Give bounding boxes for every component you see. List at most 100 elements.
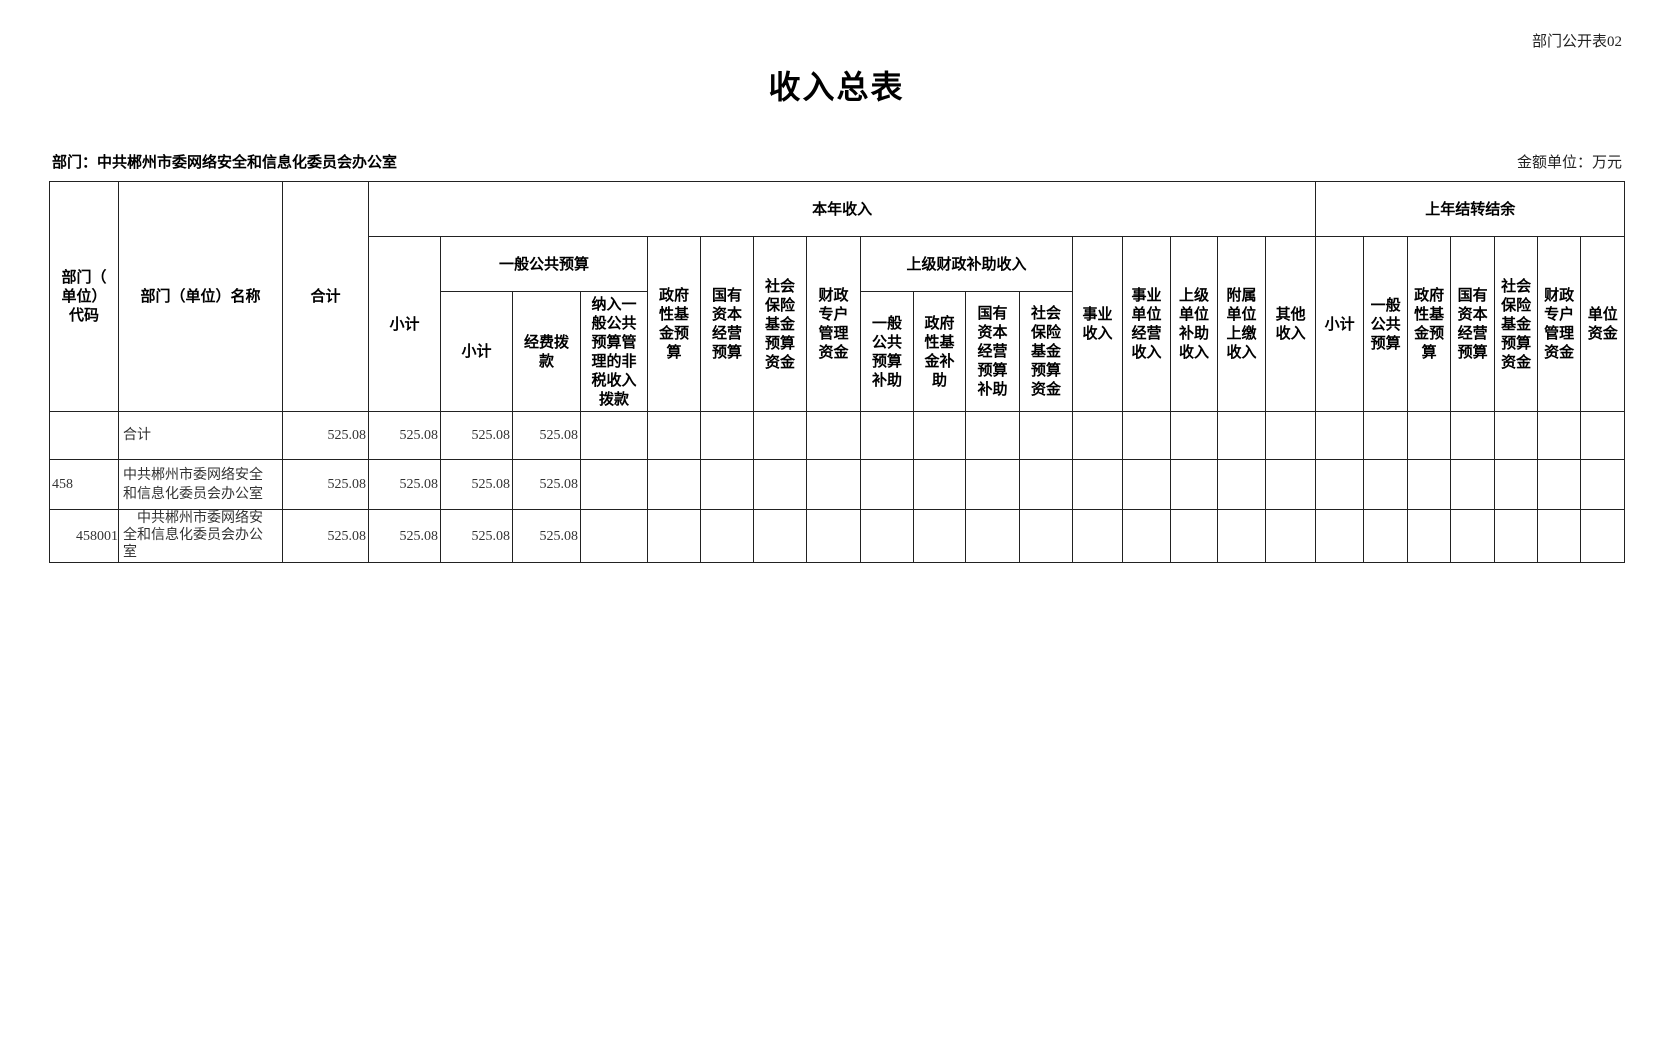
cell-value (1072, 509, 1123, 563)
cell-value (1217, 509, 1266, 563)
header-business-operating: 事业 单位 经营 收入 (1122, 236, 1171, 412)
cell-value (1315, 459, 1365, 510)
header-social-insurance: 社会 保险 基金 预算 资金 (753, 236, 807, 412)
cell-value (753, 459, 807, 510)
cell-value (647, 411, 701, 460)
table-row: 458001 中共郴州市委网络安 全和信息化委员会办公 室 525.08 525.0… (49, 509, 1626, 563)
cell-value (1122, 411, 1171, 460)
cell-value (1019, 509, 1073, 563)
header-gov-fund: 政府 性基 金预 算 (647, 236, 701, 412)
cell-name: 合计 (118, 411, 283, 460)
cell-value: 525.08 (368, 459, 441, 510)
cell-value (806, 509, 861, 563)
cell-value (580, 411, 648, 460)
header-superior-subsidy: 上级财政补助收入 (860, 236, 1073, 292)
cell-name: 中共郴州市委网络安 全和信息化委员会办公 室 (118, 509, 283, 563)
header-ss-state-capital: 国有 资本 经营 预算 补助 (965, 291, 1020, 412)
cell-value (1315, 411, 1365, 460)
cell-value: 525.08 (368, 411, 441, 460)
cell-value (1170, 509, 1218, 563)
header-prior-year: 上年结转结余 (1315, 181, 1626, 237)
header-cy-subtotal: 小计 (368, 236, 441, 412)
cell-value (860, 459, 914, 510)
cell-value (700, 411, 754, 460)
department-label: 部门：中共郴州市委网络安全和信息化委员会办公室 (52, 153, 398, 171)
header-py-general: 一般 公共 预算 (1363, 236, 1409, 412)
cell-value (1122, 509, 1171, 563)
cell-value (700, 459, 754, 510)
header-business-income: 事业 收入 (1072, 236, 1123, 412)
cell-value: 525.08 (512, 509, 581, 563)
header-total: 合计 (282, 181, 369, 412)
cell-value (1170, 459, 1218, 510)
cell-value (965, 459, 1020, 510)
cell-value (700, 509, 754, 563)
header-fiscal-special: 财政 专户 管理 资金 (806, 236, 861, 412)
table-body: 合计 525.08 525.08 525.08 525.08 458 中共郴州市委网络安全 … (49, 411, 1626, 563)
cell-value (1217, 459, 1266, 510)
header-current-year: 本年收入 (367, 181, 1317, 237)
header-py-social: 社会 保险 基金 预算 资金 (1494, 236, 1539, 412)
form-number: 部门公开表02 (1531, 34, 1622, 50)
cell-value (1450, 459, 1496, 510)
cell-value (1450, 509, 1496, 563)
cell-value (913, 509, 966, 563)
cell-value: 525.08 (368, 509, 441, 563)
cell-value (1537, 459, 1582, 510)
cell-value (1494, 459, 1539, 510)
cell-value (1494, 411, 1539, 460)
cell-value: 525.08 (512, 459, 581, 510)
header-name: 部门（单位）名称 (118, 181, 283, 412)
cell-value (1072, 459, 1123, 510)
cell-value: 525.08 (440, 411, 513, 460)
cell-value (1580, 509, 1626, 563)
header-state-capital: 国有 资本 经营 预算 (700, 236, 754, 412)
cell-value (753, 509, 807, 563)
header-ss-social: 社会 保险 基金 预算 资金 (1019, 291, 1073, 412)
cell-value (1217, 411, 1266, 460)
cell-value (913, 459, 966, 510)
header-code: 部门（ 单位） 代码 (49, 181, 119, 412)
header-ss-general: 一般 公共 预算 补助 (860, 291, 914, 412)
cell-value: 525.08 (440, 459, 513, 510)
cell-value (1170, 411, 1218, 460)
header-superior-unit-subsidy: 上级 单位 补助 收入 (1170, 236, 1218, 412)
cell-value (965, 411, 1020, 460)
page-title: 收入总表 (768, 68, 905, 106)
header-py-gov-fund: 政府 性基 金预 算 (1407, 236, 1452, 412)
cell-value (1019, 411, 1073, 460)
cell-value (1494, 509, 1539, 563)
cell-value (1363, 509, 1409, 563)
cell-value (1363, 459, 1409, 510)
header-gb-nontax: 纳入一 般公共 预算管 理的非 税收入 拨款 (580, 291, 648, 412)
header-py-state-capital: 国有 资本 经营 预算 (1450, 236, 1496, 412)
header-affiliated-payment: 附属 单位 上缴 收入 (1217, 236, 1266, 412)
header-gb-subtotal: 小计 (440, 291, 513, 412)
cell-value (1537, 411, 1582, 460)
cell-value (1264, 459, 1317, 510)
cell-value (1580, 459, 1626, 510)
table-row: 458 中共郴州市委网络安全 和信息化委员会办公室 525.08 525.08 525.… (49, 459, 1626, 510)
header-py-fiscal-special: 财政 专户 管理 资金 (1537, 236, 1582, 412)
header-gb-funding: 经费拨 款 (512, 291, 581, 412)
cell-value (1407, 459, 1452, 510)
cell-value (1264, 509, 1317, 563)
header-py-unit-funds: 单位 资金 (1580, 236, 1626, 412)
cell-value (1264, 411, 1317, 460)
cell-value (806, 411, 861, 460)
header-other-income: 其他 收入 (1264, 236, 1317, 412)
cell-value (647, 509, 701, 563)
cell-value (1407, 509, 1452, 563)
cell-value (1315, 509, 1365, 563)
cell-value (1407, 411, 1452, 460)
header-ss-gov-fund: 政府 性基 金补 助 (913, 291, 966, 412)
cell-value: 525.08 (282, 509, 369, 563)
cell-value (860, 411, 914, 460)
cell-value (1019, 459, 1073, 510)
header-py-subtotal: 小计 (1315, 236, 1365, 412)
table-row: 合计 525.08 525.08 525.08 525.08 (49, 411, 1626, 460)
cell-code (49, 411, 119, 460)
unit-label: 金额单位：万元 (1516, 155, 1622, 171)
cell-value (1122, 459, 1171, 510)
income-summary-table: 部门（ 单位） 代码 部门（单位）名称 合计 本年收入 上年结转结余 小计 一般… (49, 181, 1626, 563)
